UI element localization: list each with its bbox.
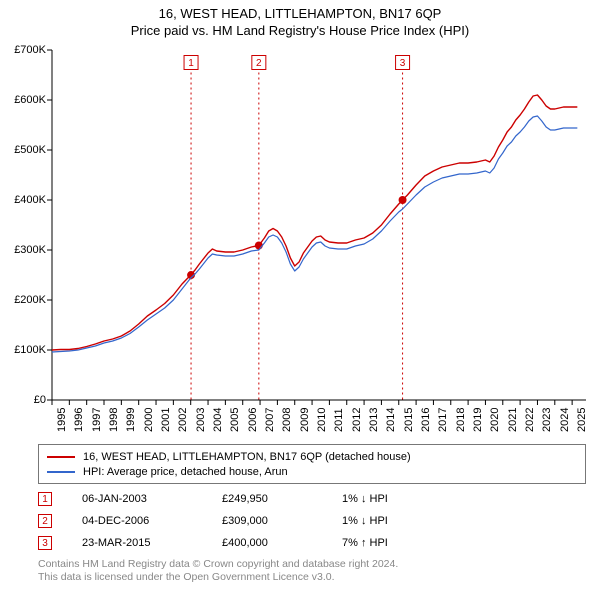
x-tick-label: 2004: [212, 408, 224, 432]
x-tick-label: 2006: [247, 408, 259, 432]
x-tick-label: 1999: [125, 408, 137, 432]
marker-relative: 1% ↓ HPI: [342, 515, 442, 527]
legend: 16, WEST HEAD, LITTLEHAMPTON, BN17 6QP (…: [38, 444, 586, 484]
y-axis-labels: £0£100K£200K£300K£400K£500K£600K£700K: [0, 50, 50, 400]
y-tick-label: £200K: [14, 294, 46, 306]
x-tick-label: 2015: [403, 408, 415, 432]
x-tick-label: 2019: [472, 408, 484, 432]
marker-row: 1 06-JAN-2003£249,9501% ↓ HPI: [38, 488, 442, 510]
marker-row: 2 04-DEC-2006£309,0001% ↓ HPI: [38, 510, 442, 532]
chart-area: 1 2 3: [52, 50, 586, 400]
legend-swatch: [47, 456, 75, 458]
marker-date: 06-JAN-2003: [82, 493, 222, 505]
address-title: 16, WEST HEAD, LITTLEHAMPTON, BN17 6QP: [0, 6, 600, 21]
x-tick-label: 2025: [576, 408, 588, 432]
x-tick-label: 2000: [143, 408, 155, 432]
title-area: 16, WEST HEAD, LITTLEHAMPTON, BN17 6QP P…: [0, 0, 600, 38]
marker-relative: 1% ↓ HPI: [342, 493, 442, 505]
marker-badge: 3: [38, 536, 52, 550]
marker-badge: 2: [38, 514, 52, 528]
x-tick-label: 2011: [333, 408, 345, 432]
marker-price: £249,950: [222, 493, 342, 505]
x-tick-label: 2016: [420, 408, 432, 432]
legend-item: 16, WEST HEAD, LITTLEHAMPTON, BN17 6QP (…: [47, 449, 577, 464]
x-tick-label: 2009: [299, 408, 311, 432]
x-tick-label: 2001: [160, 408, 172, 432]
x-axis-labels: 1995 1996 1997 1998 1999 2000 2001 2002 2003 2004…: [52, 400, 586, 440]
legend-item: HPI: Average price, detached house, Arun: [47, 464, 577, 479]
x-tick-label: 2010: [316, 408, 328, 432]
x-tick-label: 1998: [108, 408, 120, 432]
y-tick-label: £500K: [14, 144, 46, 156]
x-tick-label: 2007: [264, 408, 276, 432]
marker-row: 3 23-MAR-2015£400,0007% ↑ HPI: [38, 532, 442, 554]
x-tick-label: 2018: [455, 408, 467, 432]
legend-label: HPI: Average price, detached house, Arun: [83, 466, 288, 478]
x-tick-label: 2024: [559, 408, 571, 432]
x-tick-label: 2021: [507, 408, 519, 432]
marker-price: £309,000: [222, 515, 342, 527]
x-tick-label: 2008: [281, 408, 293, 432]
marker-price: £400,000: [222, 537, 342, 549]
marker-relative: 7% ↑ HPI: [342, 537, 442, 549]
marker-badge: 1: [38, 492, 52, 506]
svg-text:2: 2: [256, 58, 262, 69]
legend-label: 16, WEST HEAD, LITTLEHAMPTON, BN17 6QP (…: [83, 451, 411, 463]
legend-swatch: [47, 471, 75, 473]
x-tick-label: 2003: [195, 408, 207, 432]
y-tick-label: £300K: [14, 244, 46, 256]
x-tick-label: 2023: [541, 408, 553, 432]
marker-date: 04-DEC-2006: [82, 515, 222, 527]
y-tick-label: £400K: [14, 194, 46, 206]
chart-svg: 1 2 3: [52, 50, 586, 400]
svg-text:3: 3: [400, 58, 406, 69]
x-tick-label: 1997: [91, 408, 103, 432]
x-tick-label: 2005: [229, 408, 241, 432]
x-tick-label: 1995: [56, 408, 68, 432]
footer-line1: Contains HM Land Registry data © Crown c…: [38, 558, 586, 571]
marker-table: 1 06-JAN-2003£249,9501% ↓ HPI 2 04-DEC-2006…: [38, 488, 442, 554]
subtitle: Price paid vs. HM Land Registry's House …: [0, 23, 600, 38]
footer: Contains HM Land Registry data © Crown c…: [38, 558, 586, 584]
y-tick-label: £600K: [14, 94, 46, 106]
svg-text:1: 1: [188, 58, 194, 69]
y-tick-label: £0: [34, 394, 46, 406]
x-tick-label: 2022: [524, 408, 536, 432]
y-tick-label: £100K: [14, 344, 46, 356]
footer-line2: This data is licensed under the Open Gov…: [38, 571, 586, 584]
x-tick-label: 2013: [368, 408, 380, 432]
marker-date: 23-MAR-2015: [82, 537, 222, 549]
x-tick-label: 2020: [489, 408, 501, 432]
x-tick-label: 2012: [351, 408, 363, 432]
y-tick-label: £700K: [14, 44, 46, 56]
x-tick-label: 2014: [385, 408, 397, 432]
x-tick-label: 2002: [177, 408, 189, 432]
x-tick-label: 1996: [73, 408, 85, 432]
x-tick-label: 2017: [437, 408, 449, 432]
